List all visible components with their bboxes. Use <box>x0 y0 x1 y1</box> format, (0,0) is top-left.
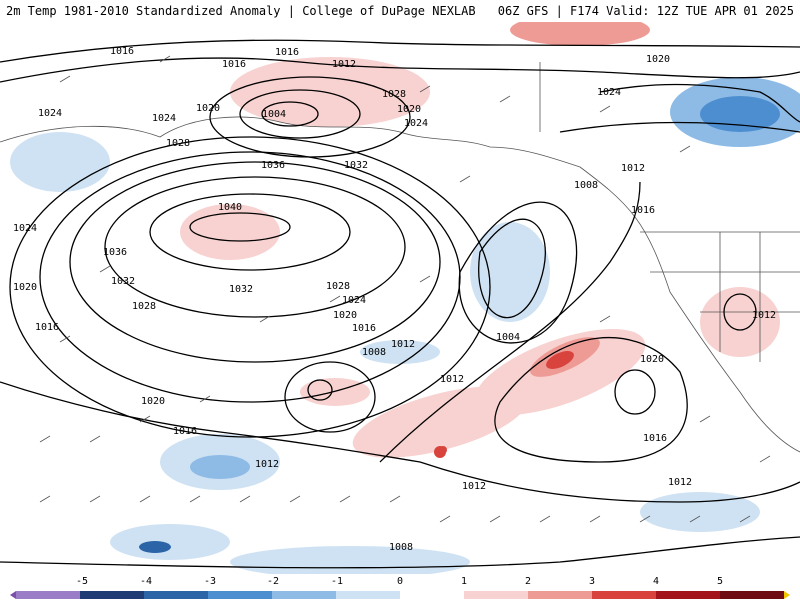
colorbar-segment <box>528 591 592 599</box>
isobar-label: 1036 <box>261 160 285 171</box>
colorbar-tick: -2 <box>266 576 280 587</box>
colorbar-tick: -5 <box>75 576 89 587</box>
isobars <box>0 39 800 569</box>
colorbar-segment <box>464 591 528 599</box>
colorbar-tick: -4 <box>139 576 153 587</box>
isobar-label: 1016 <box>275 47 299 58</box>
isobar-label: 1028 <box>326 281 350 292</box>
isobar-label: 1012 <box>255 459 279 470</box>
isobar-label: 1008 <box>574 180 598 191</box>
cool-anomaly-shading <box>10 77 800 574</box>
colorbar-tick: 2 <box>524 576 532 587</box>
low-pressure-marker <box>439 446 447 454</box>
isobar-label: 1012 <box>462 481 486 492</box>
isobar-label: 1024 <box>38 108 62 119</box>
colorbar-tick: 5 <box>716 576 724 587</box>
isobar-label: 1024 <box>597 87 621 98</box>
colorbar-cap-high <box>784 591 790 599</box>
isobar-label: 1012 <box>440 374 464 385</box>
isobar-label: 1028 <box>166 138 190 149</box>
isobar-label: 1004 <box>496 332 520 343</box>
isobar-label: 1012 <box>332 59 356 70</box>
isobar-label: 1024 <box>404 118 428 129</box>
colorbar-segment <box>592 591 656 599</box>
isobar-label: 1012 <box>621 163 645 174</box>
isobar-label: 1036 <box>103 247 127 258</box>
isobar-label: 1016 <box>352 323 376 334</box>
wind-barbs <box>39 55 771 523</box>
anomaly-colorbar: -5 -4 -3 -2 -1 0 1 2 3 4 5 <box>0 574 800 600</box>
isobar-label: 1032 <box>344 160 368 171</box>
isobar-label: 1012 <box>752 310 776 321</box>
colorbar-tick: 4 <box>652 576 660 587</box>
isobar-label: 1024 <box>13 223 37 234</box>
isobar-label: 1016 <box>222 59 246 70</box>
weather-map: 1016 1016 1012 1016 1020 1028 1024 1004 … <box>0 22 800 574</box>
model-run-valid-time: 06Z GFS | F174 Valid: 12Z TUE APR 01 202… <box>497 4 794 18</box>
isobar-label: 1020 <box>646 54 670 65</box>
isobar-label: 1028 <box>382 89 406 100</box>
isobar-label: 1008 <box>362 347 386 358</box>
isobar-label: 1020 <box>141 396 165 407</box>
isobar-label: 1020 <box>640 354 664 365</box>
colorbar-segment <box>656 591 720 599</box>
colorbar-tick: 0 <box>396 576 404 587</box>
colorbar-segment <box>400 591 464 599</box>
colorbar-segment <box>336 591 400 599</box>
isobar-label: 1020 <box>333 310 357 321</box>
colorbar-segment <box>144 591 208 599</box>
isobar-label: 1016 <box>643 433 667 444</box>
isobar-label: 1012 <box>668 477 692 488</box>
isobar-label: 1016 <box>35 322 59 333</box>
map-header: 2m Temp 1981-2010 Standardized Anomaly |… <box>0 0 800 22</box>
isobar-label: 1028 <box>132 301 156 312</box>
isobar-label: 1012 <box>391 339 415 350</box>
colorbar-tick: 1 <box>460 576 468 587</box>
colorbar-tick: 3 <box>588 576 596 587</box>
colorbar-segment <box>80 591 144 599</box>
map-title: 2m Temp 1981-2010 Standardized Anomaly |… <box>6 4 476 18</box>
colorbar-segment <box>208 591 272 599</box>
isobar-label: 1040 <box>218 202 242 213</box>
isobar-label: 1008 <box>389 542 413 553</box>
isobar-label: 1020 <box>196 103 220 114</box>
isobar-label: 1004 <box>262 109 286 120</box>
isobar-label: 1032 <box>229 284 253 295</box>
colorbar-segment <box>272 591 336 599</box>
isobar-label: 1024 <box>152 113 176 124</box>
colorbar-cap-low <box>10 591 16 599</box>
isobar-label: 1024 <box>342 295 366 306</box>
colorbar-tick: -1 <box>330 576 344 587</box>
isobar-label: 1020 <box>397 104 421 115</box>
isobar-label: 1016 <box>110 46 134 57</box>
isobar-label: 1016 <box>173 426 197 437</box>
isobar-labels: 1016 1016 1012 1016 1020 1028 1024 1004 … <box>13 46 776 553</box>
isobar-label: 1032 <box>111 276 135 287</box>
colorbar-ticks: -5 -4 -3 -2 -1 0 1 2 3 4 5 <box>0 574 800 590</box>
isobar-label: 1016 <box>631 205 655 216</box>
colorbar-tick: -3 <box>203 576 217 587</box>
colorbar-gradient <box>10 591 790 599</box>
colorbar-segment <box>720 591 784 599</box>
coastlines <box>0 62 800 453</box>
colorbar-segment <box>16 591 80 599</box>
isobar-label: 1020 <box>13 282 37 293</box>
